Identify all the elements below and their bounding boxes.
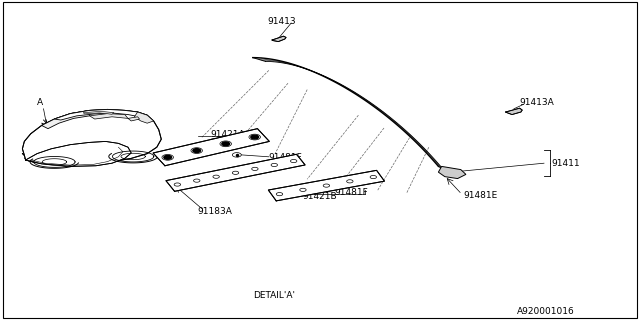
Polygon shape xyxy=(153,129,269,166)
Polygon shape xyxy=(166,154,305,191)
Text: 91413A: 91413A xyxy=(520,98,554,107)
Polygon shape xyxy=(272,36,286,42)
Polygon shape xyxy=(134,112,154,123)
Polygon shape xyxy=(22,109,161,164)
Polygon shape xyxy=(42,110,90,129)
Text: A: A xyxy=(36,98,43,107)
Text: 91481F: 91481F xyxy=(269,153,303,162)
Polygon shape xyxy=(90,114,128,119)
Circle shape xyxy=(164,156,172,159)
Text: 91421B: 91421B xyxy=(303,192,337,201)
Circle shape xyxy=(222,142,230,146)
Text: 91421A: 91421A xyxy=(210,130,244,139)
Text: 91183A: 91183A xyxy=(197,207,232,216)
Polygon shape xyxy=(54,109,147,120)
Circle shape xyxy=(193,149,200,153)
Text: 91481E: 91481E xyxy=(463,191,498,200)
Polygon shape xyxy=(83,111,114,114)
Text: 91481F: 91481F xyxy=(334,188,368,197)
Polygon shape xyxy=(438,166,466,179)
Polygon shape xyxy=(268,170,385,201)
Text: 91413: 91413 xyxy=(268,17,296,26)
Polygon shape xyxy=(26,141,131,166)
Circle shape xyxy=(251,135,259,139)
Polygon shape xyxy=(128,117,140,121)
Text: 91411: 91411 xyxy=(552,159,580,168)
Text: A920001016: A920001016 xyxy=(517,307,575,316)
Text: DETAIL'A': DETAIL'A' xyxy=(253,292,295,300)
Polygon shape xyxy=(506,108,522,115)
